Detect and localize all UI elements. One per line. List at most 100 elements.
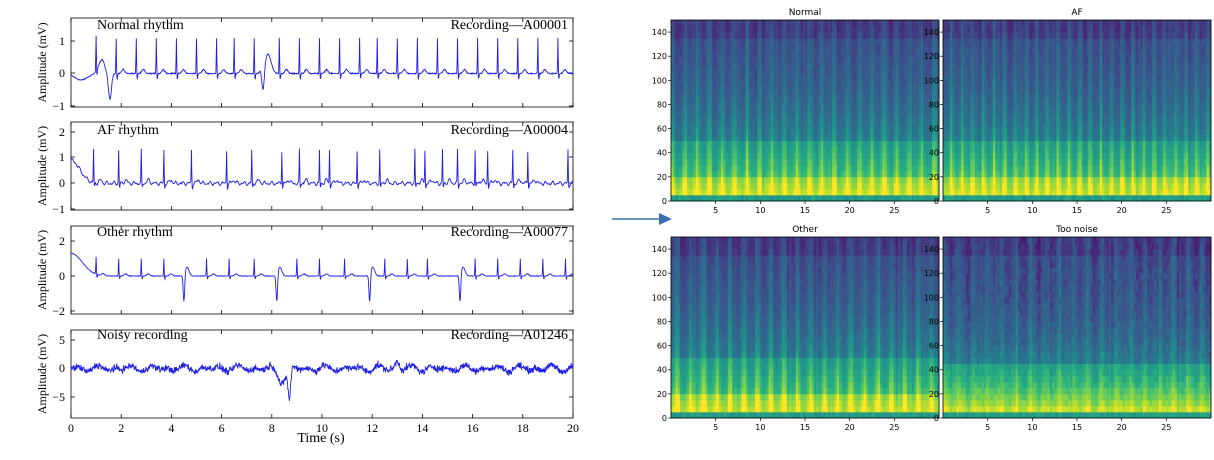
spectrogram-title: Too noise [1055,225,1098,235]
x-tick-label: 15 [1072,423,1082,432]
x-tick-label: 20 [1117,423,1127,432]
y-tick-label: −2 [52,304,65,318]
y-tick-label: 60 [657,342,667,351]
x-axis-label: Time (s) [297,431,345,446]
y-tick-label: 120 [652,52,667,61]
y-tick-label: −1 [52,99,65,113]
y-tick-label: 140 [924,28,939,37]
y-tick-label: 100 [924,76,939,85]
x-tick-label: 4 [168,421,174,435]
x-tick-label: 16 [467,421,479,435]
y-axis-label: Amplitude (mV) [35,230,49,310]
x-tick-label: 20 [567,421,579,435]
y-tick-label: −5 [52,390,65,404]
x-tick-label: 15 [800,423,810,432]
ecg-title: Normal rhythm [97,18,184,33]
y-tick-label: 0 [59,176,65,190]
x-tick-label: 5 [985,423,990,432]
y-tick-label: 0 [59,269,65,283]
x-tick-label: 14 [416,421,428,435]
spectrogram-title: AF [1071,8,1082,18]
x-tick-label: 5 [985,206,990,215]
y-tick-label: 120 [924,269,939,278]
x-tick-label: 18 [517,421,529,435]
y-tick-label: 140 [924,245,939,254]
spectrogram-panel: AF 0 20 40 60 80 100 120 140 5 10 15 20 25 [924,8,1212,215]
ecg-recording-label: Recording—A00001 [451,18,568,33]
y-tick-label: 140 [652,28,667,37]
x-tick-label: 25 [1161,423,1171,432]
y-tick-label: −1 [52,202,65,216]
y-tick-label: 20 [929,390,939,399]
y-tick-label: 0 [934,414,939,423]
x-tick-label: 20 [845,423,855,432]
ecg-title: Noisy recording [97,328,188,343]
x-tick-label: 15 [1072,206,1082,215]
ecg-panel-normal: Normal rhythm Recording—A00001 [97,18,568,33]
x-tick-label: 10 [316,421,328,435]
y-tick-label: 0 [934,197,939,206]
y-axis-label: Amplitude (mV) [35,22,49,102]
y-tick-label: 0 [662,197,667,206]
y-tick-label: 40 [657,149,667,158]
x-tick-label: 5 [713,423,718,432]
spectrogram-panel: Normal 0 20 40 60 80 100 120 140 5 10 15 20 25 [652,8,940,215]
x-tick-label: 25 [1161,206,1171,215]
y-tick-label: 80 [657,317,667,326]
x-tick-label: 20 [845,206,855,215]
ecg-recording-label: Recording—A00004 [451,123,568,138]
x-tick-label: 5 [713,206,718,215]
spectrogram-panel: Other 0 20 40 60 80 100 120 140 5 10 15 20 25 [652,225,940,432]
y-tick-label: 100 [652,293,667,302]
y-tick-label: 40 [657,366,667,375]
y-tick-label: 80 [929,317,939,326]
ecg-signal-line [70,359,574,401]
x-tick-label: 20 [1117,206,1127,215]
y-tick-label: 2 [59,234,65,248]
ecg-panel-af: AF rhythm Recording—A00004 [97,123,568,138]
spectrogram-title: Other [792,225,818,235]
x-tick-label: 2 [118,421,124,435]
arrow-icon [612,213,672,225]
ecg-axes: 5 0 −5 0 2 4 6 8 10 12 14 16 18 20 Amplitude (mV) [35,329,579,435]
x-tick-label: 10 [755,423,765,432]
y-tick-label: 60 [929,125,939,134]
y-tick-label: 5 [59,333,65,347]
y-tick-label: 2 [59,125,65,139]
x-tick-label: 10 [1027,206,1037,215]
spectrogram-title: Normal [789,8,822,18]
y-tick-label: 0 [59,66,65,80]
y-tick-label: 0 [662,414,667,423]
spectrogram-panel: Too noise 0 20 40 60 80 100 120 140 5 10 15 20 25 [924,225,1212,432]
ecg-recording-label: Recording—A01246 [451,328,568,343]
x-tick-label: 25 [889,206,899,215]
x-tick-label: 10 [755,206,765,215]
y-tick-label: 40 [929,366,939,375]
y-tick-label: 120 [924,52,939,61]
y-tick-label: 140 [652,245,667,254]
x-tick-label: 6 [219,421,225,435]
y-tick-label: 20 [657,173,667,182]
y-tick-label: 100 [924,293,939,302]
y-tick-label: 60 [929,342,939,351]
x-tick-label: 25 [889,423,899,432]
y-tick-label: 0 [59,361,65,375]
y-axis-label: Amplitude (mV) [35,126,49,206]
y-tick-label: 1 [59,150,65,164]
x-tick-label: 12 [366,421,378,435]
ecg-signal-line [70,35,574,101]
y-tick-label: 80 [929,100,939,109]
y-tick-label: 20 [929,173,939,182]
ecg-title: AF rhythm [97,123,159,138]
x-tick-label: 0 [68,421,74,435]
y-tick-label: 60 [657,125,667,134]
y-tick-label: 1 [59,34,65,48]
y-tick-label: 100 [652,76,667,85]
ecg-recording-label: Recording—A00077 [451,225,568,240]
